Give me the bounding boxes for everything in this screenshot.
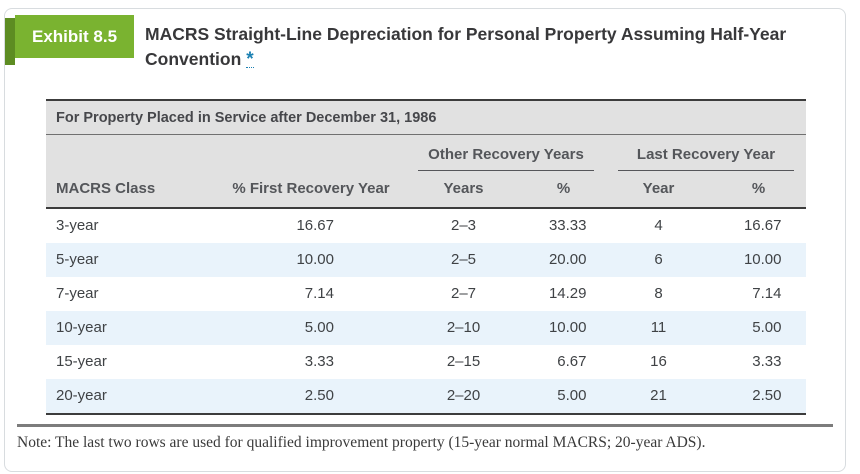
col-header-first-pct: % First Recovery Year <box>216 171 406 209</box>
table-caption-row: For Property Placed in Service after Dec… <box>46 99 807 135</box>
table-caption: For Property Placed in Service after Dec… <box>46 99 807 135</box>
footnote-asterisk-link[interactable]: * <box>246 49 254 70</box>
table-row: 3-year 16.67 2–3 33.33 4 16.67 <box>46 208 806 243</box>
exhibit-title-text: MACRS Straight-Line Depreciation for Per… <box>145 24 787 69</box>
cell-last-pct: 16.67 <box>743 217 782 234</box>
col-header-macrs-class: MACRS Class <box>46 171 216 209</box>
cell-last-pct: 10.00 <box>711 243 807 277</box>
table-row: 5-year 10.00 2–5 20.00 6 10.00 <box>46 243 807 277</box>
badge-accent-strip <box>5 18 15 65</box>
cell-years: 2–7 <box>450 285 477 302</box>
cell-other-pct: 10.00 <box>521 311 606 345</box>
table-row: 7-year 7.14 2–7 14.29 8 7.14 <box>46 277 806 311</box>
cell-other-pct: 14.29 <box>548 285 587 302</box>
cell-other-pct: 6.67 <box>557 353 587 370</box>
cell-macrs-class: 10-year <box>46 311 216 345</box>
exhibit-card: Exhibit 8.5 MACRS Straight-Line Deprecia… <box>4 8 846 472</box>
cell-macrs-class: 15-year <box>56 353 107 370</box>
cell-year: 16 <box>650 353 667 370</box>
cell-year: 11 <box>606 311 711 345</box>
col-header-other-pct: % <box>521 171 606 209</box>
group-header-spacer <box>46 134 406 171</box>
table-group-header-row: Other Recovery Years Last Recovery Year <box>46 134 807 171</box>
table-row: 10-year 5.00 2–10 10.00 11 5.00 <box>46 311 807 345</box>
cell-years: 2–10 <box>406 311 521 345</box>
cell-last-pct: 7.14 <box>752 285 782 302</box>
cell-first-pct: 10.00 <box>216 243 406 277</box>
cell-macrs-class: 20-year <box>46 379 216 415</box>
cell-years: 2–3 <box>450 217 477 234</box>
cell-macrs-class: 5-year <box>46 243 216 277</box>
cell-years: 2–15 <box>446 353 481 370</box>
col-header-years: Years <box>406 171 521 209</box>
exhibit-number-label: Exhibit 8.5 <box>15 15 135 58</box>
cell-year: 21 <box>606 379 711 415</box>
cell-last-pct: 3.33 <box>752 353 782 370</box>
group-header-other-recovery: Other Recovery Years <box>406 134 606 171</box>
table-note: Note: The last two rows are used for qua… <box>17 424 833 452</box>
col-header-year: Year <box>606 171 711 209</box>
cell-year: 4 <box>654 217 663 234</box>
cell-year: 8 <box>654 285 663 302</box>
cell-other-pct: 5.00 <box>521 379 606 415</box>
exhibit-header: Exhibit 8.5 MACRS Straight-Line Deprecia… <box>5 15 845 72</box>
cell-last-pct: 5.00 <box>711 311 807 345</box>
exhibit-title: MACRS Straight-Line Depreciation for Per… <box>145 22 805 72</box>
table-column-header-row: MACRS Class % First Recovery Year Years … <box>46 171 807 209</box>
table-row: 20-year 2.50 2–20 5.00 21 2.50 <box>46 379 807 415</box>
cell-first-pct: 7.14 <box>304 285 334 302</box>
cell-year: 6 <box>606 243 711 277</box>
cell-first-pct: 2.50 <box>216 379 406 415</box>
cell-first-pct: 5.00 <box>216 311 406 345</box>
cell-years: 2–5 <box>406 243 521 277</box>
cell-macrs-class: 3-year <box>56 217 99 234</box>
group-header-last-recovery: Last Recovery Year <box>606 134 807 171</box>
table-row: 15-year 3.33 2–15 6.67 16 3.33 <box>46 345 806 379</box>
exhibit-badge: Exhibit 8.5 <box>5 15 135 65</box>
macrs-depreciation-table: For Property Placed in Service after Dec… <box>46 99 807 415</box>
cell-first-pct: 3.33 <box>304 353 334 370</box>
cell-other-pct: 33.33 <box>548 217 587 234</box>
col-header-last-pct: % <box>711 171 807 209</box>
cell-last-pct: 2.50 <box>711 379 807 415</box>
cell-years: 2–20 <box>406 379 521 415</box>
cell-first-pct: 16.67 <box>296 217 334 234</box>
cell-macrs-class: 7-year <box>56 285 99 302</box>
cell-other-pct: 20.00 <box>521 243 606 277</box>
